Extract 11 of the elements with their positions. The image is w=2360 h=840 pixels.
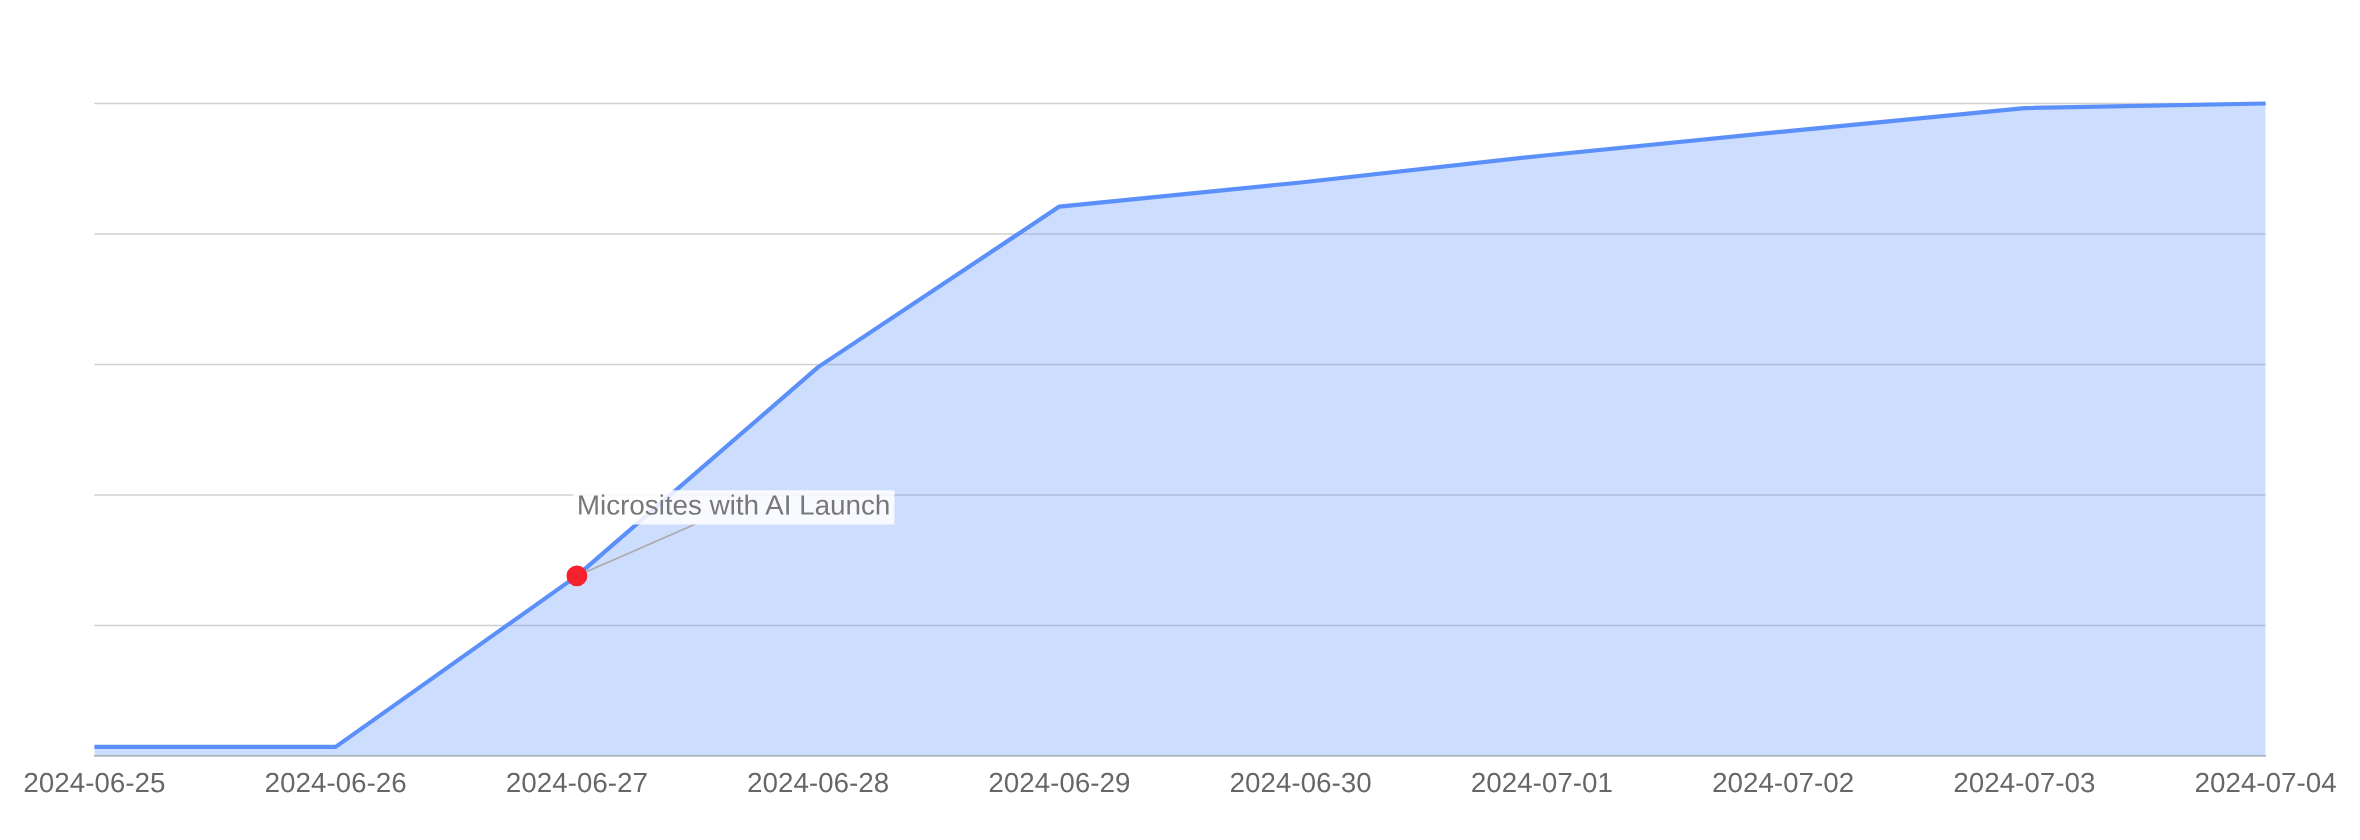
- x-tick-label: 2024-07-04: [2195, 772, 2336, 793]
- x-tick-label: 2024-06-28: [748, 772, 888, 793]
- x-tick-label: 2024-06-25: [24, 772, 165, 793]
- x-tick-label: 2024-06-26: [266, 772, 406, 793]
- x-tick-label: 2024-06-27: [507, 772, 647, 793]
- x-tick-label: 2024-07-02: [1713, 772, 1853, 793]
- annotation: Microsites with AI Launch: [579, 494, 889, 515]
- x-tick-label: 2024-06-29: [989, 772, 1130, 793]
- x-tick-label: 2024-07-03: [1954, 772, 2095, 793]
- x-tick-label: 2024-06-30: [1230, 772, 1371, 793]
- x-tick-label: 2024-07-01: [1472, 772, 1612, 793]
